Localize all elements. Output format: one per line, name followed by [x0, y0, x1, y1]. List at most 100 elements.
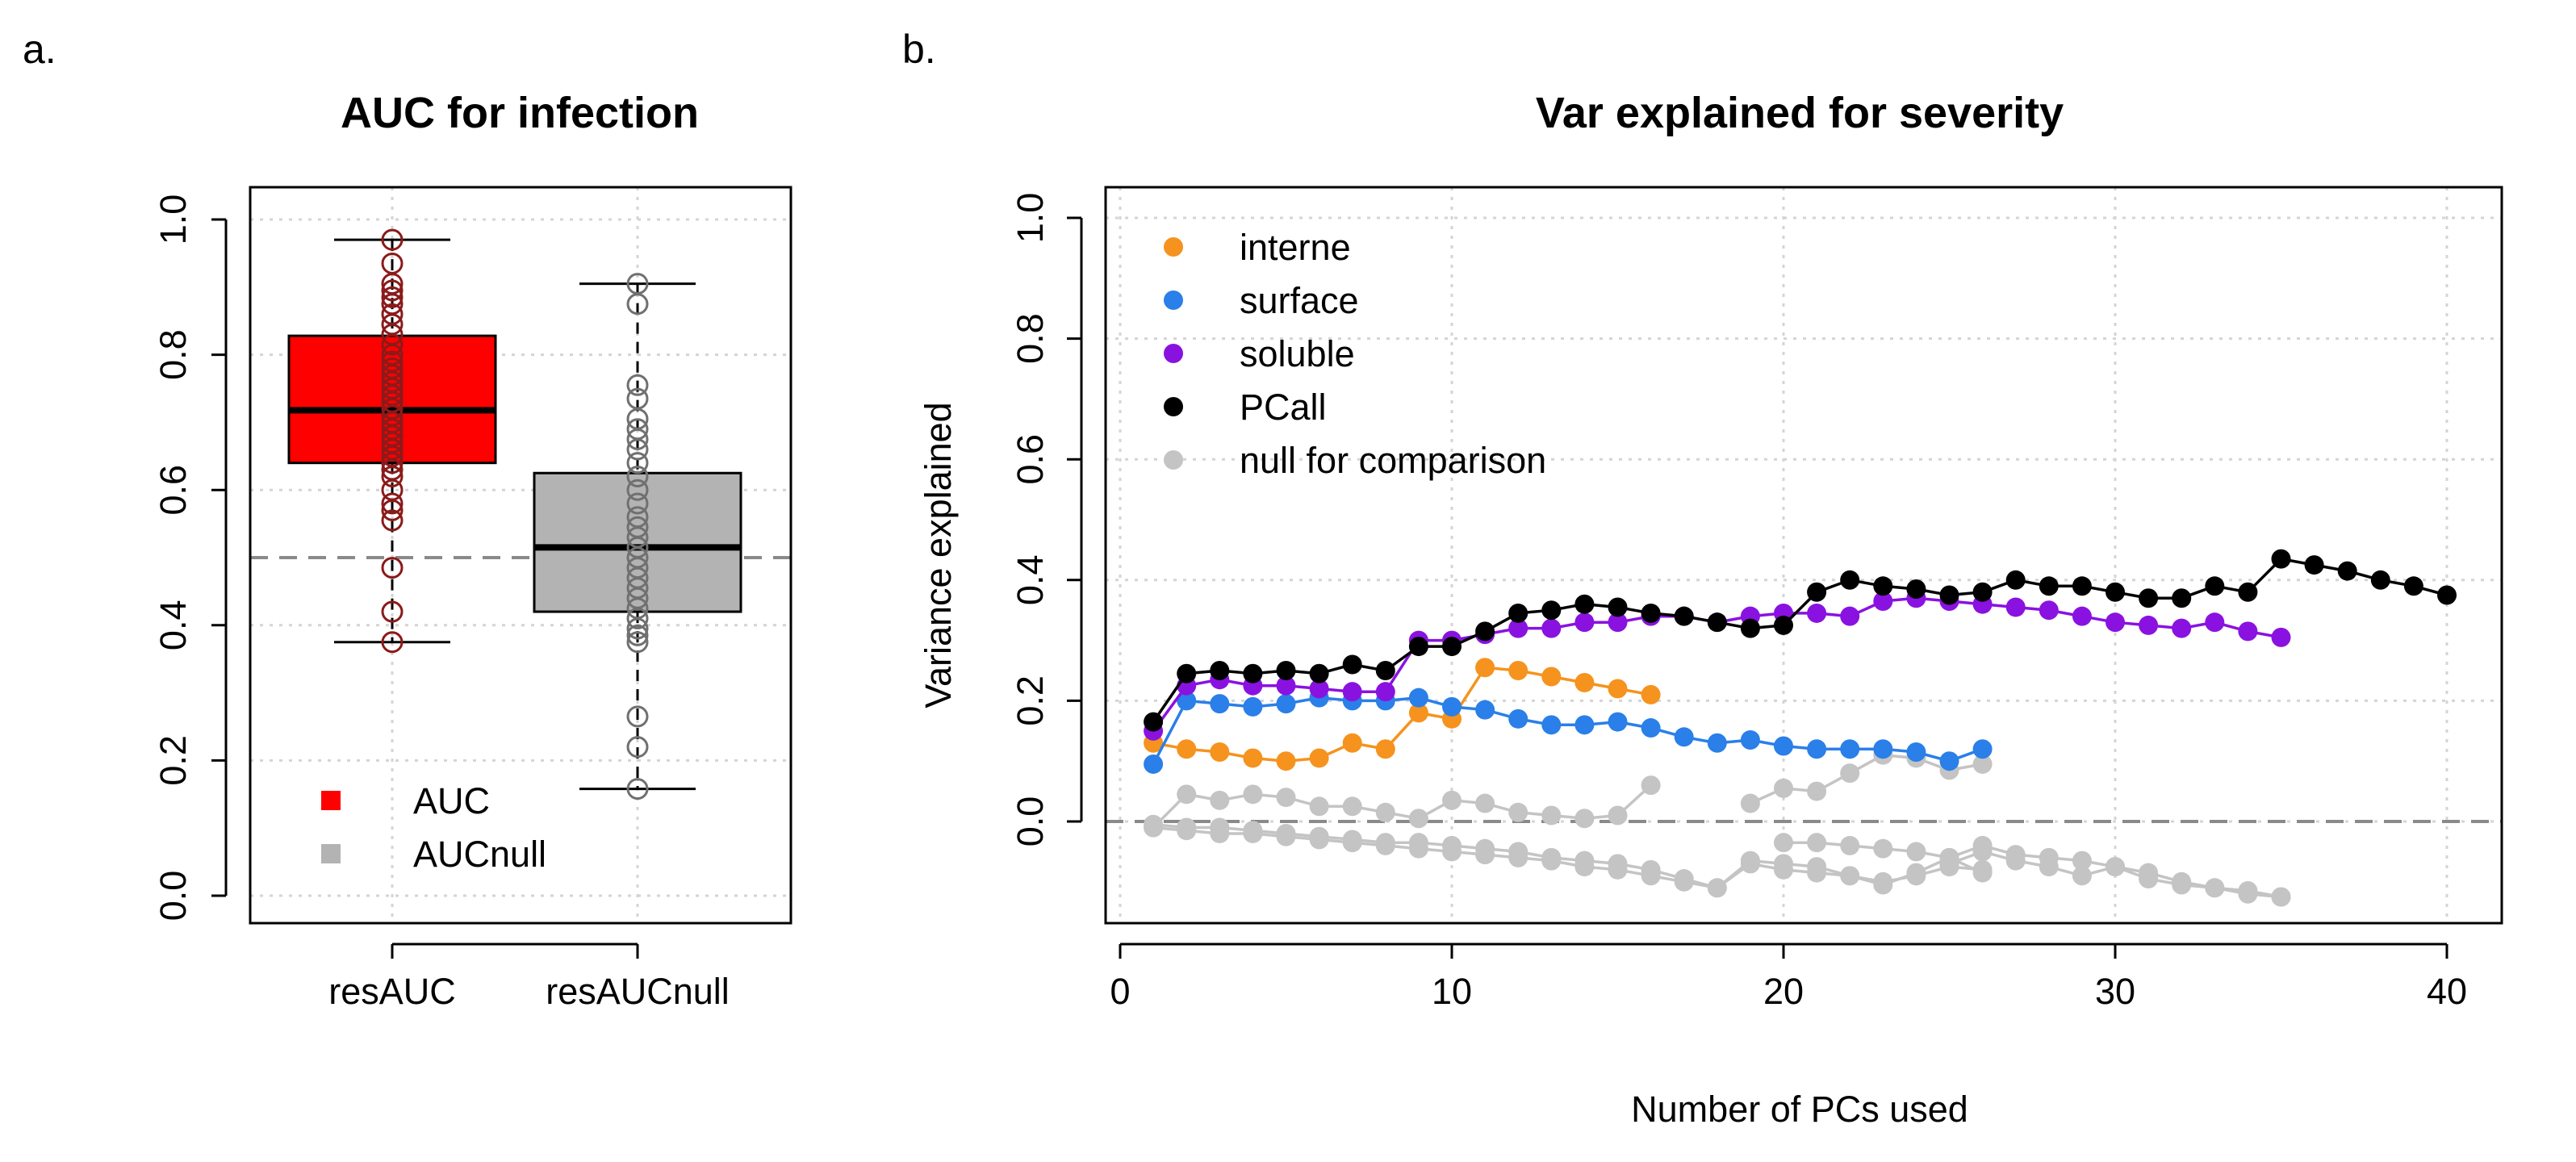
- series-point-null-for-comparison-14: [1608, 805, 1628, 826]
- box-chart-legend: AUC AUCnull: [321, 780, 546, 875]
- series-point-PCall-5: [1309, 663, 1329, 683]
- series-point-null-extra-7-7: [1972, 754, 1993, 774]
- series-point-surface-0: [1144, 754, 1164, 774]
- series-point-PCall-39: [2437, 585, 2457, 605]
- series-point-null-extra-6-22: [1873, 872, 1893, 892]
- point-resAUC-28: [381, 465, 404, 487]
- series-point-soluble-28: [2072, 606, 2092, 626]
- series-point-null-extra-6-6: [1342, 833, 1362, 853]
- series-point-surface-2: [1210, 694, 1230, 714]
- series-point-interne-1: [1177, 739, 1197, 759]
- series-point-null-extra-9-1: [1972, 842, 1993, 862]
- series-point-null-extra-6-10: [1475, 845, 1495, 865]
- line-chart-series: [1144, 549, 2457, 907]
- series-point-interne-14: [1608, 679, 1628, 699]
- line-y-tick-label-0: 0.0: [1010, 796, 1051, 847]
- series-line-null-extra-8: [1784, 841, 2281, 899]
- series-point-soluble-32: [2205, 612, 2225, 633]
- line-chart-title: Var explained for severity: [1536, 89, 2064, 137]
- series-point-null-extra-6-14: [1608, 859, 1628, 880]
- series-point-soluble-13: [1574, 612, 1595, 633]
- series-point-surface-20: [1807, 739, 1827, 759]
- series-point-null-extra-6-12: [1541, 851, 1562, 871]
- series-point-null-for-comparison-7: [1375, 802, 1395, 822]
- series-point-soluble-34: [2271, 627, 2291, 647]
- box-y-tick-label-0: 0.0: [153, 871, 194, 922]
- series-point-null-extra-9-6: [2139, 869, 2159, 889]
- series-point-PCall-4: [1276, 661, 1296, 680]
- series-point-null-extra-6-20: [1807, 863, 1827, 883]
- line-y-tick-label-4: 0.8: [1010, 313, 1051, 364]
- box-chart-title: AUC for infection: [341, 89, 699, 137]
- series-point-null-extra-9-3: [2039, 857, 2059, 877]
- series-point-null-for-comparison-15: [1641, 775, 1661, 796]
- series-point-surface-16: [1674, 727, 1694, 747]
- line-legend-label-1: surface: [1240, 280, 1359, 321]
- series-point-null-extra-6-4: [1276, 826, 1296, 846]
- series-point-interne-2: [1210, 742, 1230, 762]
- series-point-PCall-17: [1707, 612, 1727, 633]
- point-resAUC-32: [381, 509, 404, 532]
- series-point-soluble-20: [1807, 603, 1827, 623]
- line-y-tick-label-3: 0.6: [1010, 434, 1051, 485]
- series-point-soluble-33: [2238, 621, 2258, 642]
- series-point-PCall-7: [1375, 661, 1395, 680]
- box-y-tick-label-1: 0.2: [153, 735, 194, 786]
- series-point-null-extra-6-1: [1177, 821, 1197, 841]
- series-point-soluble-6: [1342, 682, 1362, 702]
- series-point-null-for-comparison-4: [1276, 788, 1296, 808]
- series-point-null-extra-6-8: [1408, 838, 1428, 859]
- series-line-PCall: [1152, 557, 2448, 723]
- series-line-interne: [1152, 666, 1651, 763]
- series-point-surface-25: [1972, 739, 1993, 759]
- series-point-null-for-comparison-11: [1508, 802, 1528, 822]
- series-point-PCall-38: [2403, 576, 2423, 596]
- series-line-null-for-comparison: [1152, 784, 1652, 829]
- series-point-surface-3: [1243, 696, 1263, 717]
- series-point-PCall-14: [1608, 597, 1628, 617]
- series-point-null-extra-6-11: [1508, 847, 1528, 867]
- line-y-tick-label-1: 0.2: [1010, 675, 1051, 726]
- series-point-PCall-2: [1210, 661, 1230, 680]
- series-point-interne-15: [1641, 684, 1661, 704]
- point-resAUC-3: [381, 279, 404, 302]
- series-point-PCall-27: [2039, 576, 2059, 596]
- series-point-null-extra-6-0: [1144, 817, 1164, 838]
- line-chart-x-axis-label: Number of PCs used: [1631, 1089, 1968, 1130]
- series-point-PCall-8: [1408, 637, 1428, 657]
- series-point-PCall-26: [2005, 570, 2026, 590]
- series-point-soluble-31: [2172, 618, 2192, 638]
- line-x-tick-label-4: 40: [2427, 971, 2467, 1012]
- box-chart-axes: 0.0 0.2 0.4 0.6 0.8 1.0 resAUC resAUCnull: [153, 194, 730, 1012]
- series-point-PCall-3: [1243, 663, 1263, 683]
- point-resAUC-35: [381, 631, 404, 654]
- series-point-PCall-15: [1641, 603, 1661, 623]
- box-chart-boxes: [287, 228, 742, 800]
- line-y-tick-label-2: 0.4: [1010, 555, 1051, 606]
- series-point-soluble-22: [1873, 591, 1893, 611]
- series-point-PCall-32: [2205, 576, 2225, 596]
- series-point-null-extra-8-9: [2072, 851, 2092, 871]
- series-point-PCall-30: [2139, 588, 2159, 608]
- box-chart-frame: [249, 186, 792, 925]
- point-resAUC-4: [381, 286, 404, 308]
- point-resAUCnull-11: [626, 492, 649, 515]
- series-point-null-extra-7-2: [1807, 781, 1827, 801]
- series-point-surface-22: [1873, 739, 1893, 759]
- line-legend-marker-2: [1164, 344, 1183, 363]
- series-point-interne-13: [1574, 672, 1595, 692]
- series-point-null-extra-8-1: [1807, 833, 1827, 853]
- series-point-surface-21: [1840, 739, 1860, 759]
- series-point-PCall-10: [1475, 621, 1495, 642]
- box-x-tick-label-0: resAUC: [328, 971, 456, 1012]
- line-y-tick-label-5: 1.0: [1010, 193, 1051, 244]
- series-point-PCall-36: [2337, 561, 2357, 581]
- line-chart-frame: [1104, 186, 2503, 925]
- box-legend-swatch-1: [321, 844, 341, 863]
- series-point-null-extra-6-25: [1972, 859, 1993, 880]
- series-point-null-extra-7-0: [1740, 793, 1760, 813]
- line-chart-y-axis-label: Variance explained: [918, 402, 959, 708]
- series-point-PCall-16: [1674, 606, 1694, 626]
- point-resAUC-9: [381, 333, 404, 356]
- point-resAUCnull-28: [626, 778, 649, 800]
